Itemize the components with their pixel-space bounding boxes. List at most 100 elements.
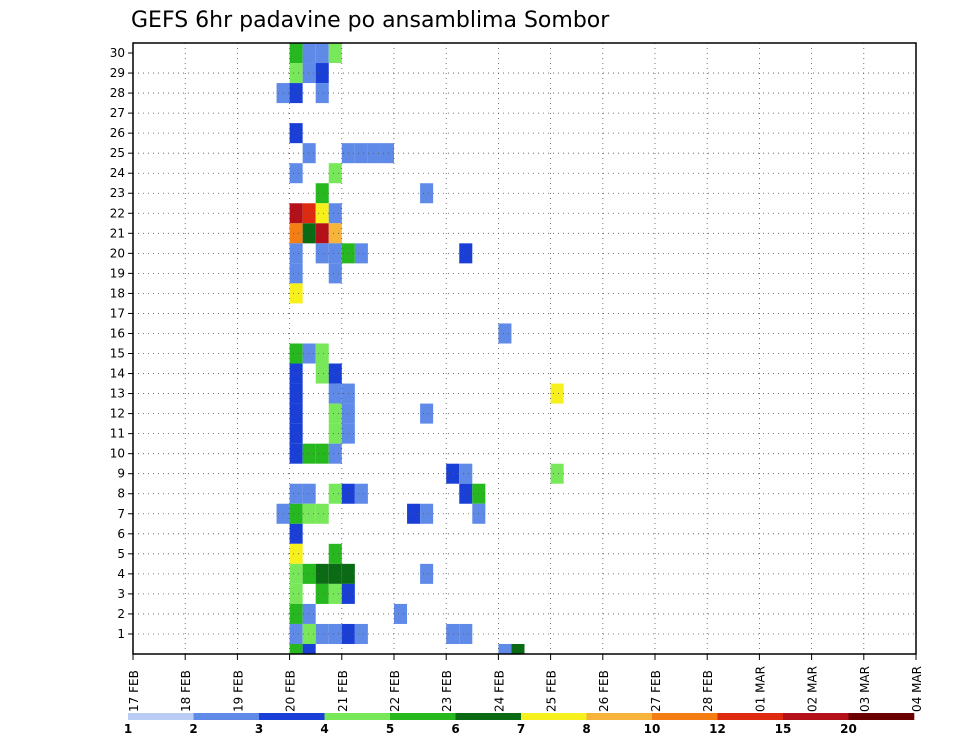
colorbar-label: 8 <box>582 722 590 736</box>
y-tick-label: 13 <box>110 387 125 401</box>
precip-cell <box>289 83 303 104</box>
precip-cell <box>511 643 525 654</box>
x-tick-label: 20 FEB <box>284 670 298 712</box>
precip-cell <box>289 223 303 244</box>
y-tick-label: 28 <box>110 86 125 100</box>
precip-cell <box>289 43 303 64</box>
colorbar-segment <box>717 713 784 720</box>
precip-cell <box>354 623 368 644</box>
precip-cell <box>328 483 342 504</box>
precip-cell <box>315 63 329 84</box>
colorbar-label: 12 <box>709 722 726 736</box>
precip-cell <box>380 143 394 164</box>
colorbar-segment <box>128 713 194 720</box>
precip-cell <box>315 563 329 584</box>
y-tick-label: 27 <box>110 106 125 120</box>
y-tick-label: 11 <box>110 427 125 441</box>
precip-cell <box>302 223 316 244</box>
precip-cell <box>446 623 460 644</box>
precip-cell <box>328 43 342 64</box>
precip-cell <box>315 183 329 204</box>
precip-cell <box>302 483 316 504</box>
precip-cell <box>328 623 342 644</box>
y-tick-label: 6 <box>117 527 125 541</box>
y-tick-label: 23 <box>110 186 125 200</box>
precip-cell <box>550 383 564 404</box>
colorbar-segment <box>652 713 718 720</box>
colorbar-label: 20 <box>840 722 857 736</box>
colorbar-segment <box>783 713 849 720</box>
colorbar-label: 10 <box>644 722 661 736</box>
colorbar-segment <box>259 713 325 720</box>
y-tick-label: 19 <box>110 266 125 280</box>
colorbar-label: 1 <box>124 722 132 736</box>
y-tick-label: 30 <box>110 46 125 60</box>
precip-cell <box>328 383 342 404</box>
y-tick-label: 9 <box>117 467 125 481</box>
precip-cell <box>328 163 342 184</box>
precip-cell <box>302 643 316 654</box>
precip-cell <box>328 243 342 264</box>
colorbar-segment <box>455 713 522 720</box>
x-tick-label: 21 FEB <box>336 670 350 712</box>
precip-cell <box>302 623 316 644</box>
precip-cell <box>289 203 303 224</box>
precip-cell <box>302 63 316 84</box>
x-tick-label: 26 FEB <box>597 670 611 712</box>
y-tick-label: 7 <box>117 507 125 521</box>
colorbar-segment <box>848 713 915 720</box>
precip-cell <box>315 443 329 464</box>
precip-cell <box>315 243 329 264</box>
precip-cell <box>289 63 303 84</box>
precip-cell <box>315 223 329 244</box>
x-axis: 17 FEB 18 FEB 19 FEB 20 FEB 21 FEB 22 FEB 23 F… <box>127 654 924 712</box>
x-tick-label: 03 MAR <box>858 666 872 712</box>
precip-cell <box>420 563 434 584</box>
precip-cell <box>420 503 434 524</box>
precip-cell <box>289 443 303 464</box>
precip-cell <box>289 563 303 584</box>
y-axis: 1234567891011121314151617181920212223242… <box>110 46 133 641</box>
precip-cell <box>289 623 303 644</box>
precip-cell <box>315 203 329 224</box>
precip-cell <box>289 543 303 564</box>
y-tick-label: 17 <box>110 306 125 320</box>
precip-cell <box>302 503 316 524</box>
plot-frame <box>132 42 917 655</box>
colorbar-segment <box>521 713 587 720</box>
precip-cell <box>315 623 329 644</box>
precip-cell <box>315 503 329 524</box>
x-tick-label: 19 FEB <box>231 670 245 712</box>
precip-cell <box>328 363 342 384</box>
colorbar-label: 7 <box>517 722 525 736</box>
y-tick-label: 4 <box>117 567 125 581</box>
colorbar: 1 2 3 4 5 6 7 8 10 12 15 20 <box>124 713 915 736</box>
precip-cell <box>328 203 342 224</box>
colorbar-label: 4 <box>320 722 328 736</box>
y-tick-label: 2 <box>117 607 125 621</box>
colorbar-segment <box>586 713 653 720</box>
precip-cell <box>328 403 342 424</box>
x-tick-label: 04 MAR <box>910 666 924 712</box>
precip-cell <box>459 483 473 504</box>
precip-cell <box>289 423 303 444</box>
colorbar-label: 3 <box>255 722 263 736</box>
precip-cell <box>289 523 303 544</box>
precip-cell <box>328 583 342 604</box>
colorbar-label: 15 <box>775 722 792 736</box>
y-tick-label: 12 <box>110 407 125 421</box>
precip-cell <box>289 603 303 624</box>
precip-cell <box>302 603 316 624</box>
precip-cell <box>498 323 512 344</box>
heatmap-cells <box>276 43 564 654</box>
colorbar-label: 6 <box>451 722 459 736</box>
y-tick-label: 14 <box>110 367 125 381</box>
y-tick-label: 5 <box>117 547 125 561</box>
y-tick-label: 8 <box>117 487 125 501</box>
precip-cell <box>459 623 473 644</box>
precip-cell <box>328 263 342 284</box>
precip-cell <box>354 143 368 164</box>
precip-cell <box>446 463 460 484</box>
precip-cell <box>289 363 303 384</box>
precip-cell <box>289 123 303 144</box>
